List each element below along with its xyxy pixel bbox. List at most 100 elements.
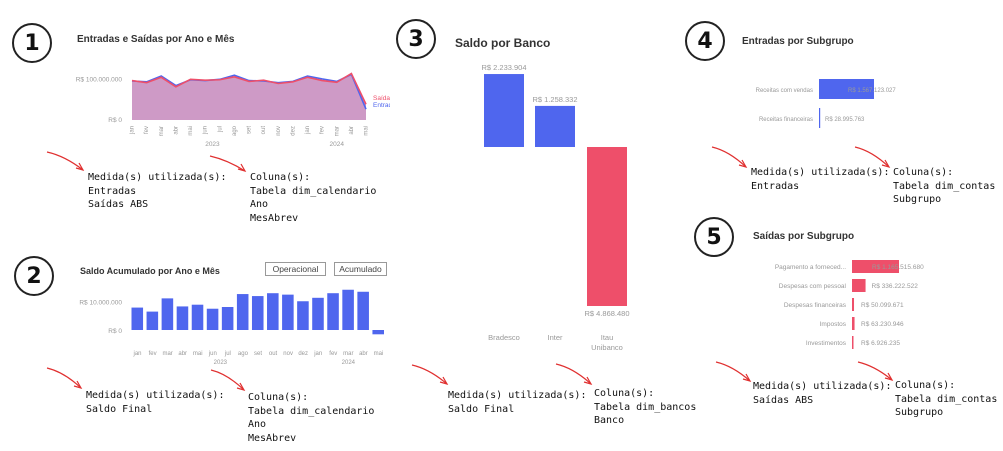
subgroup-label: Receitas financeiras: [759, 117, 813, 123]
chart-4-title: Entradas por Subgrupo: [742, 36, 854, 47]
subgroup-data-label: R$ 50.099.671: [861, 302, 904, 309]
x-tick-label: jun: [203, 126, 209, 135]
annotation-arrow: [46, 151, 84, 171]
saldo-bar: [161, 298, 174, 330]
annotation-arrowhead: [75, 162, 85, 171]
legend-saidas: Saídas: [373, 95, 390, 102]
x-tick-label: set: [254, 351, 262, 357]
chart-3-bars: R$ 2.233.904 R$ 1.258.332 R$ 4.868.480 Brad…: [481, 63, 629, 352]
subgroup-label: Despesas financeiras: [784, 302, 847, 309]
x-tick-label: jun: [208, 351, 217, 357]
panel-3-measures: Medida(s) utilizada(s): Saldo Final: [448, 390, 587, 415]
x-tick-label: abr: [178, 351, 187, 357]
annotation-arrow: [711, 146, 747, 168]
saldo-bar: [176, 306, 189, 330]
annotation-arrowhead: [881, 159, 891, 168]
x-tick-label: mar: [162, 351, 172, 357]
saidas-subgroup-bar: [852, 336, 854, 349]
acumulado-button[interactable]: Acumulado: [334, 262, 387, 276]
saldo-bar: [221, 307, 234, 330]
annotation-arrow: [209, 155, 246, 172]
panel-5-columns: Coluna(s): Tabela dim_contas Subgrupo: [895, 380, 998, 418]
subgroup-data-label: R$ 1.567.123.027: [848, 88, 896, 94]
entradas-subgroup-bar: [819, 108, 821, 128]
saidas-subgroup-bar: [852, 260, 899, 273]
chart-2-title: Saldo Acumulado por Ano e Mês: [80, 266, 220, 276]
x-tick-label: jul: [224, 351, 231, 357]
x-tick-label: mai: [193, 351, 203, 357]
entradas-subgroup-bar: [819, 79, 874, 99]
x-tick-label: fev: [144, 126, 150, 134]
panel-2-columns: Coluna(s): Tabela dim_calendario Ano Mes…: [248, 392, 375, 444]
annotation-arrow: [555, 363, 592, 385]
annotation-arrow: [854, 146, 890, 168]
panel-1-number: 1: [12, 23, 52, 63]
x-tick-label: dez: [298, 351, 308, 357]
bank-data-label: R$ 2.233.904: [481, 63, 526, 72]
y-tick-label: R$ 0: [108, 328, 122, 335]
x-tick-label: jan: [133, 351, 142, 357]
panel-4-columns: Coluna(s): Tabela dim_contas Subgrupo: [893, 167, 996, 205]
subgroup-data-label: R$ 1.165.515.680: [872, 264, 924, 271]
x-tick-label: jan: [305, 126, 311, 135]
year-label: 2024: [330, 141, 345, 148]
x-tick-label: nov: [276, 126, 282, 136]
bank-label: Bradesco: [488, 333, 520, 342]
x-tick-label: nov: [283, 351, 293, 357]
saldo-bar: [357, 291, 369, 330]
year-label: 2023: [214, 360, 228, 366]
y-tick-label: R$ 100.000.000: [76, 77, 123, 84]
subgroup-label: Impostos: [820, 321, 847, 328]
saldo-bar: [191, 304, 204, 330]
subgroup-label: Despesas com pessoal: [779, 283, 847, 290]
annotation-arrowhead: [439, 376, 449, 385]
panel-5-measures: Medida(s) utilizada(s): Saídas ABS: [753, 381, 892, 406]
annotation-arrowhead: [73, 380, 83, 389]
x-tick-label: ago: [232, 125, 238, 136]
x-tick-label: fev: [320, 126, 326, 134]
x-tick-label: abr: [349, 126, 355, 135]
x-tick-label: ago: [238, 351, 249, 357]
bank-bar: [484, 74, 524, 147]
x-tick-label: mar: [334, 126, 340, 136]
saldo-bar: [327, 293, 339, 330]
x-tick-label: fev: [149, 351, 157, 357]
saidas-line: [131, 72, 367, 105]
subgroup-label: Receitas com vendas: [756, 88, 813, 94]
saldo-bar: [131, 307, 144, 330]
x-tick-label: set: [247, 126, 253, 134]
saldo-bar: [282, 294, 294, 330]
bank-data-label: R$ 1.258.332: [532, 95, 577, 104]
chart-3-title: Saldo por Banco: [455, 36, 551, 50]
subgroup-data-label: R$ 63.230.946: [861, 321, 904, 328]
chart-5-bars: Pagamento a forneced... R$ 1.165.515.680 D…: [775, 260, 924, 349]
saldo-bar: [146, 311, 159, 330]
chart-4-bars: Receitas com vendas R$ 1.567.123.027 Recei…: [756, 79, 896, 128]
chart-5-title: Saídas por Subgrupo: [753, 231, 855, 242]
x-tick-label: mai: [374, 351, 384, 357]
operacional-button[interactable]: Operacional: [265, 262, 326, 276]
saldo-bar: [312, 297, 324, 330]
year-label: 2024: [342, 360, 356, 366]
annotation-arrow: [715, 361, 751, 382]
saldo-bar: [297, 301, 309, 330]
x-tick-label: abr: [359, 351, 368, 357]
x-tick-label: mar: [343, 351, 353, 357]
panel-4-measures: Medida(s) utilizada(s): Entradas: [751, 167, 890, 192]
x-tick-label: abr: [173, 126, 179, 135]
bank-label: Inter: [547, 333, 563, 342]
panel-3-columns: Coluna(s): Tabela dim_bancos Banco: [594, 388, 697, 426]
x-tick-label: mai: [188, 126, 194, 136]
x-tick-label: jan: [313, 351, 322, 357]
bank-label: Itau: [601, 333, 614, 342]
year-label: 2023: [205, 141, 220, 148]
subgroup-data-label: R$ 6.926.235: [861, 340, 900, 347]
annotation-arrowhead: [237, 163, 247, 172]
subgroup-label: Pagamento a forneced...: [775, 264, 846, 271]
x-tick-label: out: [269, 351, 278, 357]
panel-1-columns: Coluna(s): Tabela dim_calendario Ano Mes…: [250, 172, 377, 224]
panel-3-number: 3: [396, 19, 436, 59]
saidas-subgroup-bar: [852, 317, 855, 330]
panel-4-number: 4: [685, 21, 725, 61]
